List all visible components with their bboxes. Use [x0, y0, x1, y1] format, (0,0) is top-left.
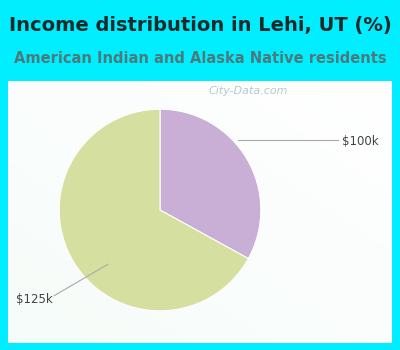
Text: City-Data.com: City-Data.com	[208, 86, 288, 96]
Text: $100k: $100k	[342, 135, 379, 148]
Text: Income distribution in Lehi, UT (%): Income distribution in Lehi, UT (%)	[9, 16, 391, 35]
Text: American Indian and Alaska Native residents: American Indian and Alaska Native reside…	[14, 51, 386, 66]
Text: $125k: $125k	[16, 293, 53, 306]
Wedge shape	[160, 109, 261, 259]
Wedge shape	[59, 109, 248, 311]
